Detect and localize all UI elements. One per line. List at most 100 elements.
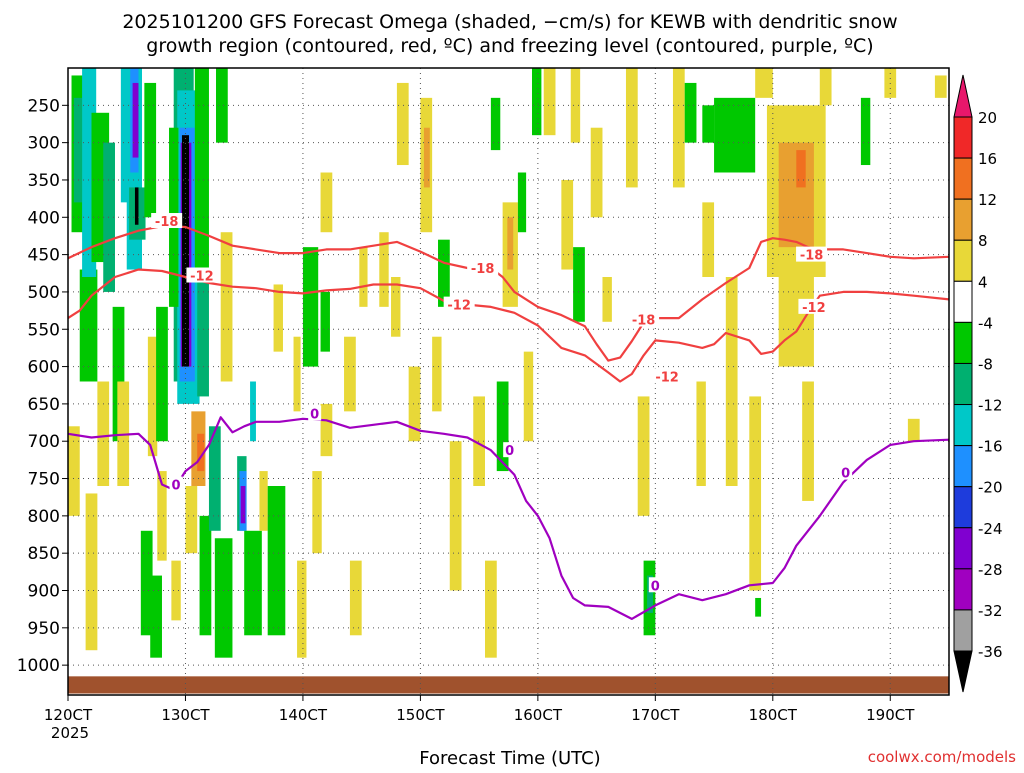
omega-cell-30 — [194, 68, 209, 277]
x-year-label: 2025 — [51, 724, 89, 742]
omega-cell-53 — [320, 403, 333, 457]
omega-cell-38 — [216, 68, 228, 143]
chart-title-line-1: 2025101200 GFS Forecast Omega (shaded, −… — [122, 11, 897, 33]
omega-cell-70 — [507, 217, 514, 270]
omega-cell-56 — [349, 560, 362, 636]
contour-label-11: 0 — [651, 579, 660, 594]
x-tick-label-1: 130CT — [161, 706, 210, 724]
y-tick-label-5: 500 — [28, 283, 60, 303]
omega-cell-89 — [696, 381, 706, 486]
contour-label-bg-9 — [308, 405, 322, 421]
plot-frame — [67, 67, 950, 696]
colorbar-segment-12 — [953, 568, 973, 611]
colorbar-label-13: -36 — [978, 643, 1003, 661]
contour-label-4: -18 — [632, 314, 656, 329]
y-tick-label-4: 450 — [28, 246, 60, 266]
colorbar-segment-11 — [953, 527, 973, 570]
colorbar-label-6: -8 — [978, 355, 993, 373]
omega-cell-60 — [396, 82, 409, 166]
y-tick-label-3: 400 — [28, 208, 60, 228]
omega-cell-105 — [934, 75, 947, 98]
y-tick-label-11: 800 — [28, 507, 60, 527]
colorbar-label-2: 12 — [978, 191, 997, 209]
omega-cell-64 — [432, 336, 442, 412]
omega-cell-78 — [573, 247, 585, 322]
contour-label-bg-4 — [628, 311, 660, 327]
omega-cell-35 — [199, 515, 212, 636]
contour-label-12: 0 — [841, 467, 850, 482]
omega-cell-101 — [819, 68, 832, 106]
contour-label-bg-11 — [648, 577, 662, 593]
omega-cell-5 — [73, 97, 83, 203]
contour-label-5: -12 — [655, 370, 679, 385]
contour-label-6: -18 — [800, 249, 824, 264]
colorbar-segment-1 — [953, 116, 973, 159]
chart-title-line-2: growth region (contoured, red, ºC) and f… — [146, 35, 873, 57]
omega-cell-44 — [244, 530, 262, 636]
y-axis-ticks: 250 300 350 400 450 500 550 600 650 700 750 800 850 9… — [17, 96, 68, 676]
y-tick-label-8: 650 — [28, 395, 60, 415]
omega-cell-45 — [259, 471, 268, 531]
contour-label-bg-1 — [186, 267, 218, 283]
omega-cell-49 — [297, 560, 307, 658]
omega-cell-58 — [379, 232, 389, 307]
omega-cell-63 — [423, 127, 430, 188]
colorbar-label-7: -12 — [978, 397, 1003, 415]
omega-cell-95 — [755, 68, 773, 98]
contour-label-bg-3 — [443, 296, 475, 312]
omega-cell-66 — [449, 441, 462, 591]
x-tick-label-0: 120CT — [44, 706, 93, 724]
y-tick-label-12: 850 — [28, 544, 60, 564]
omega-cell-81 — [602, 277, 612, 322]
contour-label-3: -12 — [447, 299, 471, 314]
omega-cell-47 — [273, 284, 283, 352]
y-tick-label-6: 550 — [28, 320, 60, 340]
credit-text: coolwx.com/models — [868, 748, 1016, 766]
omega-cell-18 — [140, 530, 153, 636]
omega-cell-2 — [79, 269, 98, 382]
omega-cell-46 — [267, 486, 286, 636]
omega-cell-31 — [197, 277, 209, 397]
omega-cell-20 — [147, 336, 158, 457]
omega-cell-103 — [884, 68, 897, 98]
colorbar-label-9: -20 — [978, 479, 1003, 497]
omega-cell-73 — [523, 351, 534, 442]
omega-cell-55 — [344, 336, 356, 412]
omega-cell-71 — [496, 381, 509, 472]
contour-label-8: 0 — [172, 479, 181, 494]
dgz-contour-minus18 — [67, 225, 950, 362]
colorbar-label-8: -16 — [978, 438, 1003, 456]
x-tick-label-4: 160CT — [514, 706, 563, 724]
omega-cell-9 — [112, 306, 125, 442]
ground-band — [68, 676, 949, 694]
ground-layer — [68, 676, 949, 694]
omega-cell-59 — [391, 277, 401, 337]
grid-layer — [68, 68, 949, 695]
y-tick-label-14: 950 — [28, 619, 60, 639]
omega-cell-75 — [490, 97, 501, 151]
contour-label-7: -12 — [802, 301, 826, 316]
omega-cell-8 — [103, 142, 115, 292]
colorbar-segment-5 — [953, 280, 973, 323]
y-tick-label-2: 350 — [28, 171, 60, 191]
colorbar-label-3: 8 — [978, 232, 988, 250]
contour-label-bg-0 — [151, 213, 183, 229]
omega-cell-98 — [796, 150, 806, 188]
omega-cell-83 — [637, 396, 650, 516]
contour-layer — [67, 225, 950, 621]
omega-cell-3 — [97, 381, 110, 486]
colorbar-label-11: -28 — [978, 561, 1003, 579]
colorbar-bottom-arrow — [953, 650, 973, 693]
omega-cell-104 — [907, 418, 920, 442]
y-tick-label-10: 750 — [28, 470, 60, 490]
contour-label-layer: -18 -12 -18 -12 -18 -12 -18 -12 0 0 0 0 0 — [151, 213, 853, 594]
contour-label-bg-7 — [798, 298, 830, 314]
y-tick-label-9: 700 — [28, 432, 60, 452]
omega-cell-52 — [312, 471, 322, 554]
contour-label-bg-5 — [651, 368, 683, 384]
omega-cell-91 — [714, 97, 756, 173]
y-tick-label-13: 900 — [28, 582, 60, 602]
contour-label-bg-8 — [169, 476, 183, 492]
omega-cell-92 — [725, 277, 738, 486]
omega-cell-99 — [778, 277, 814, 367]
